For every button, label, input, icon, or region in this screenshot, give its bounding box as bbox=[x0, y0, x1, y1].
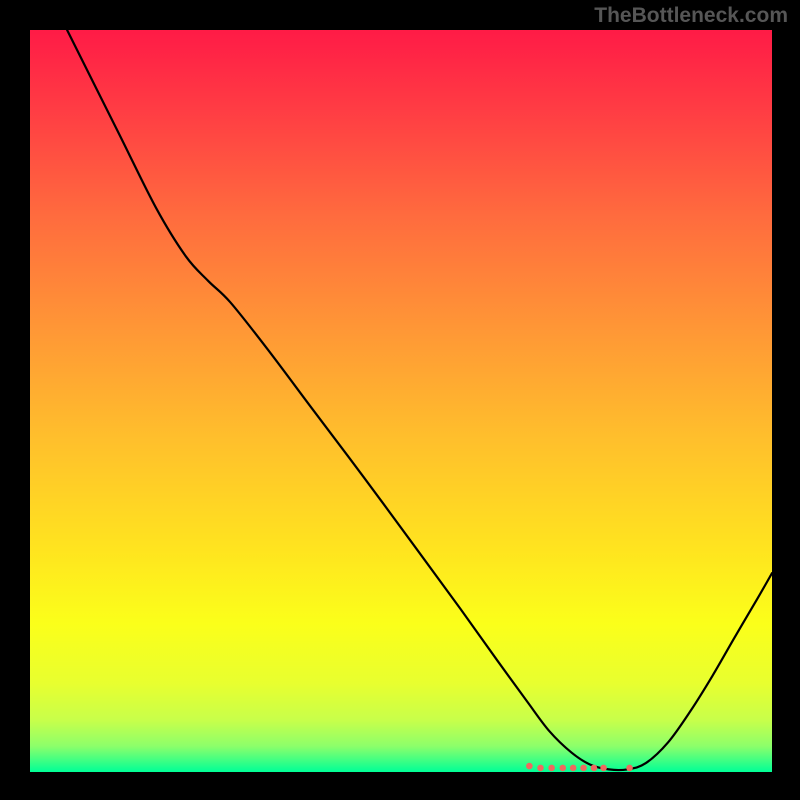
marker-point bbox=[580, 765, 587, 772]
marker-point bbox=[570, 765, 577, 772]
marker-point bbox=[600, 765, 607, 772]
marker-point bbox=[526, 763, 533, 770]
marker-point bbox=[559, 765, 566, 772]
marker-point bbox=[591, 765, 598, 772]
chart-svg bbox=[30, 30, 772, 772]
chart-container: TheBottleneck.com bbox=[0, 0, 800, 800]
marker-point bbox=[626, 765, 633, 772]
marker-point bbox=[548, 765, 555, 772]
bottleneck-curve bbox=[67, 30, 772, 770]
plot-area bbox=[30, 30, 772, 772]
marker-point bbox=[537, 765, 544, 772]
watermark-text: TheBottleneck.com bbox=[594, 4, 788, 28]
